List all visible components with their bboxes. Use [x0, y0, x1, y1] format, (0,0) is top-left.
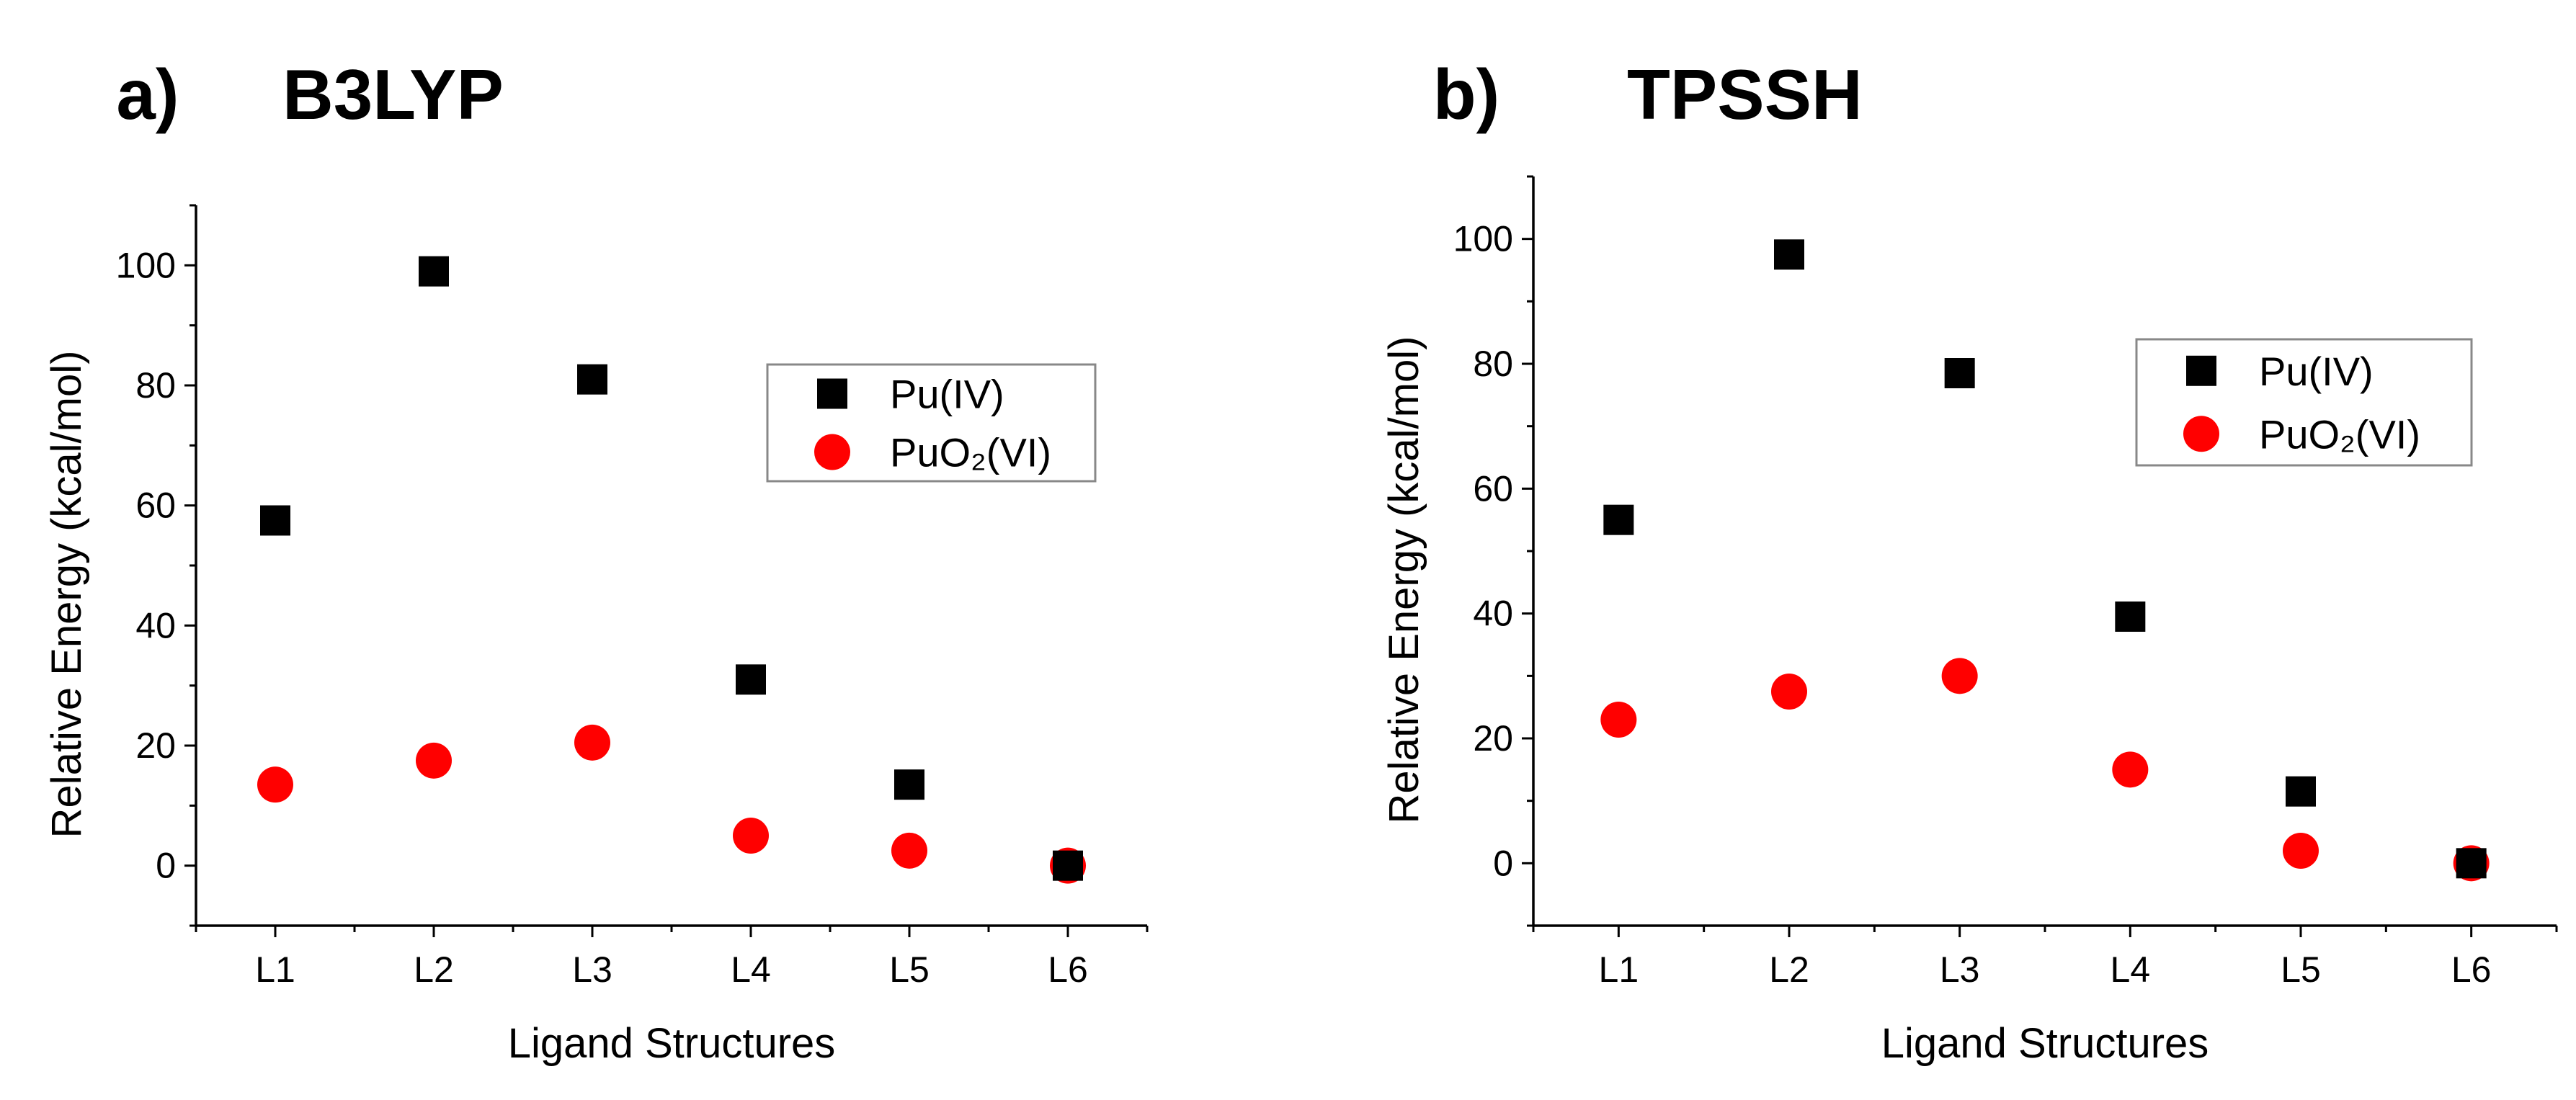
x-tick-label: L6 [2451, 949, 2492, 990]
x-tick-label: L4 [2111, 949, 2151, 990]
x-axis-title: Ligand Structures [1881, 1020, 2209, 1067]
puo2-vi-point [891, 832, 927, 869]
y-tick-label: 60 [1473, 468, 1513, 509]
y-tick-label: 100 [116, 245, 176, 285]
panel-b: b) TPSSH 0 20 40 60 80 100 L1 L2 L3 L4 L5 L6 Ligand St… [1381, 55, 2558, 1067]
x-tick-label: L5 [2281, 949, 2321, 990]
x-tick-label: L3 [572, 949, 612, 990]
y-tick-label: 80 [1473, 344, 1513, 384]
puo2-vi-point [1600, 702, 1637, 738]
x-tick-label: L1 [1599, 949, 1639, 990]
puo2-vi-point [574, 724, 610, 761]
legend-marker-pu-iv [817, 378, 847, 409]
y-tick-label: 20 [135, 725, 176, 766]
x-tick-label: L2 [414, 949, 454, 990]
y-axis-title: Relative Energy (kcal/mol) [43, 351, 90, 839]
chart-title: B3LYP [282, 55, 504, 134]
legend-marker-pu-iv [2186, 355, 2216, 386]
y-tick-label: 60 [135, 486, 176, 526]
panel-label: a) [116, 55, 179, 134]
x-axis-title: Ligand Structures [508, 1020, 836, 1067]
legend: Pu(IV) PuO₂(VI) [766, 363, 1097, 483]
y-tick-label: 100 [1453, 219, 1513, 259]
legend-label-puo2-vi: PuO₂(VI) [2259, 411, 2420, 457]
pu-iv-point [2456, 848, 2487, 879]
y-tick-label: 40 [1473, 594, 1513, 634]
puo2-vi-point [733, 818, 769, 854]
y-tick-label: 0 [1493, 843, 1513, 883]
y-tick-label: 80 [135, 365, 176, 406]
pu-iv-point [1774, 239, 1804, 270]
legend-label-pu-iv: Pu(IV) [890, 372, 1004, 417]
legend: Pu(IV) PuO₂(VI) [2135, 338, 2473, 467]
x-tick-label: L3 [1940, 949, 1980, 990]
puo2-vi-point [257, 766, 293, 803]
puo2-vi-point [2112, 751, 2149, 788]
pu-iv-point [260, 505, 290, 536]
pu-iv-point [2115, 602, 2146, 632]
x-tick-label: L4 [731, 949, 771, 990]
legend-marker-puo2-vi [2183, 416, 2219, 452]
legend-label-puo2-vi: PuO₂(VI) [890, 430, 1051, 475]
pu-iv-point [1603, 504, 1634, 535]
pu-iv-point [894, 769, 924, 800]
y-tick-label: 20 [1473, 718, 1513, 759]
puo2-vi-point [416, 742, 452, 779]
y-tick-label: 40 [135, 605, 176, 645]
pu-iv-point [736, 664, 766, 695]
x-tick-label: L5 [889, 949, 930, 990]
legend-label-pu-iv: Pu(IV) [2259, 349, 2374, 394]
puo2-vi-point [2283, 833, 2319, 869]
pu-iv-point [419, 256, 449, 287]
x-tick-label: L6 [1048, 949, 1088, 990]
puo2-vi-point [1941, 658, 1978, 694]
y-tick-label: 0 [156, 846, 176, 886]
pu-iv-point [1944, 358, 1975, 388]
panel-a: a) B3LYP 0 20 40 60 80 100 L1 L2 L3 L4 L5 L6 Ligand St… [43, 55, 1149, 1067]
x-tick-label: L1 [255, 949, 295, 990]
y-axis-title: Relative Energy (kcal/mol) [1381, 336, 1427, 824]
pu-iv-point [2286, 776, 2316, 807]
legend-marker-puo2-vi [814, 434, 850, 470]
x-tick-label: L2 [1769, 949, 1809, 990]
pu-iv-point [1053, 850, 1083, 881]
chart-title: TPSSH [1627, 55, 1863, 134]
panel-label: b) [1433, 55, 1500, 134]
puo2-vi-point [1771, 674, 1807, 710]
pu-iv-point [577, 364, 607, 395]
